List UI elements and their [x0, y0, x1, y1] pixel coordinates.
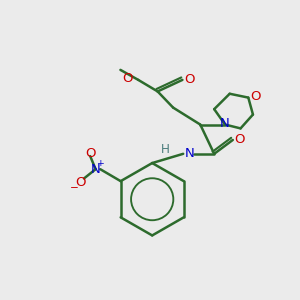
- Text: O: O: [122, 72, 133, 85]
- Text: N: N: [184, 147, 194, 160]
- Text: O: O: [235, 134, 245, 146]
- Text: N: N: [91, 163, 100, 176]
- Text: +: +: [96, 159, 104, 168]
- Text: O: O: [85, 146, 95, 160]
- Text: O: O: [75, 176, 86, 189]
- Text: −: −: [70, 184, 78, 194]
- Text: H: H: [161, 143, 170, 157]
- Text: O: O: [184, 73, 195, 85]
- Text: O: O: [250, 90, 260, 103]
- Text: N: N: [220, 116, 230, 130]
